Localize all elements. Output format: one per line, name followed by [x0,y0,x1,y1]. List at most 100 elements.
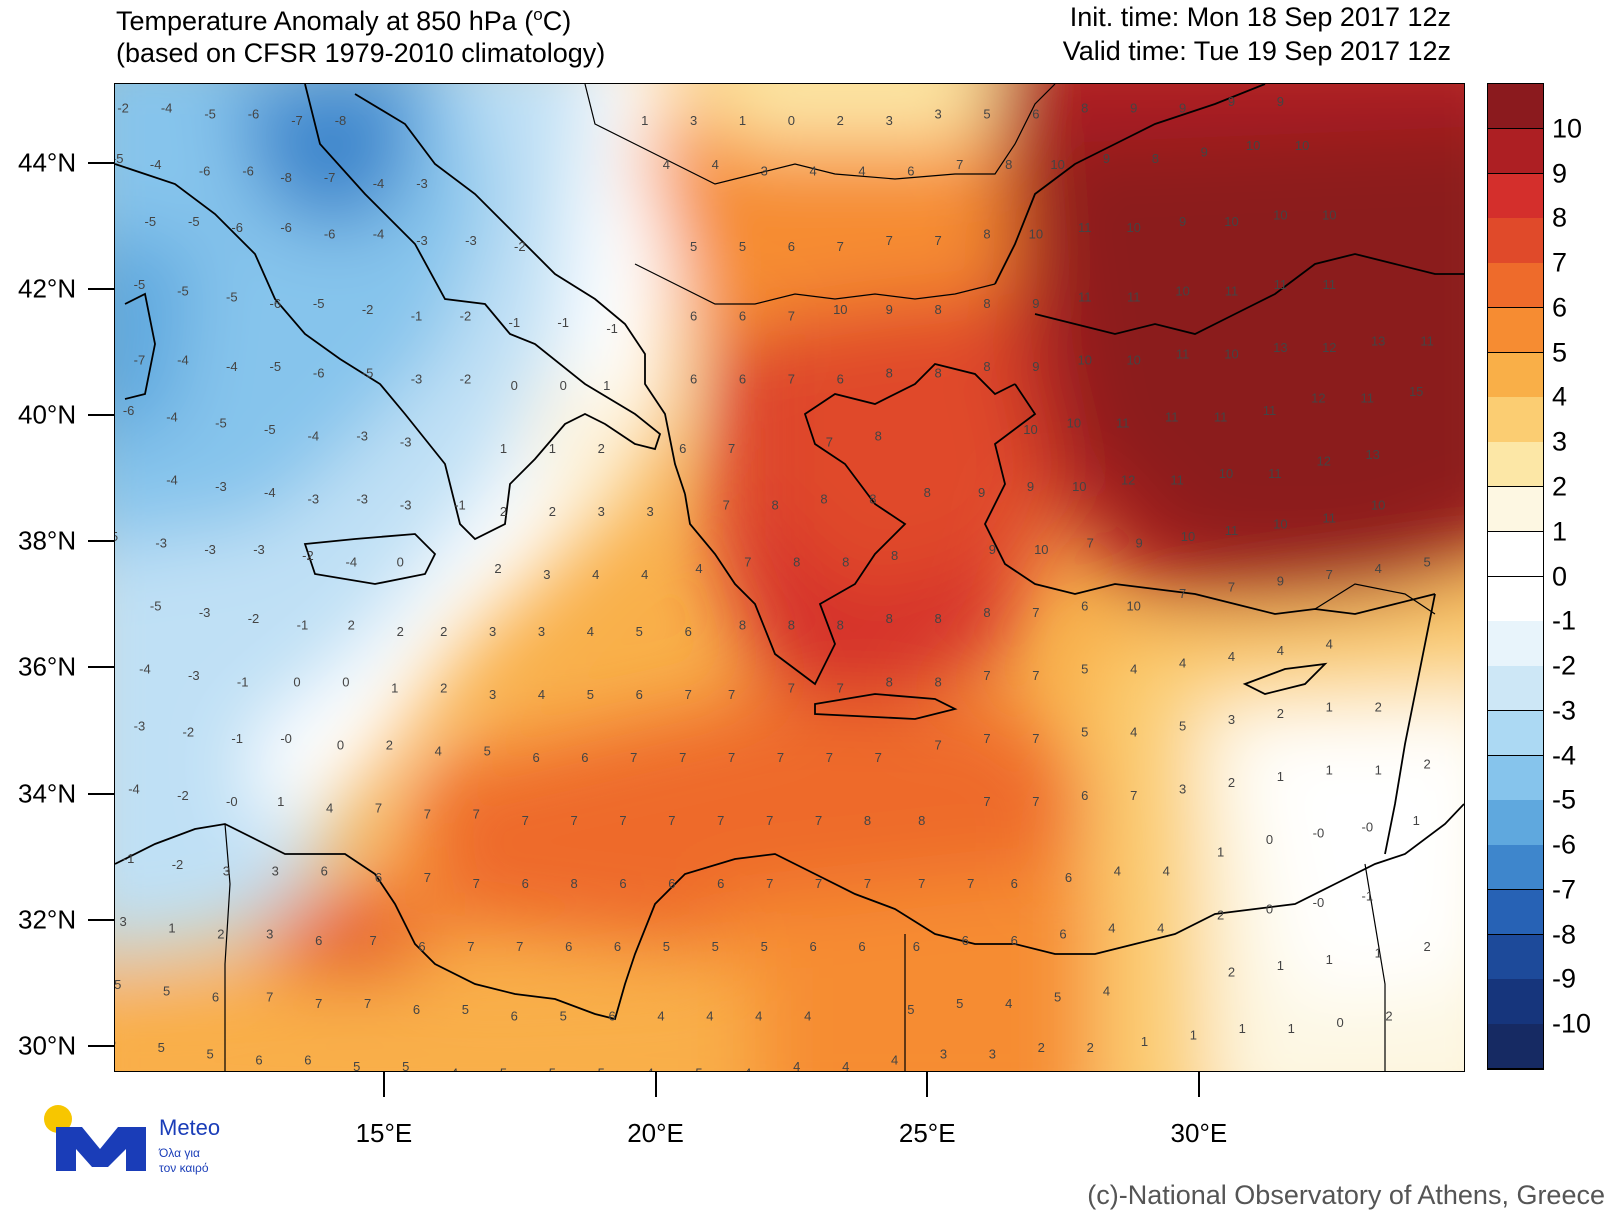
grid-value-label: -2 [183,725,195,740]
longitude-label: 30°E [1170,1118,1228,1148]
grid-value-label: -5 [134,277,146,292]
grid-value-label: 7 [723,498,730,513]
colorbar-cell [1488,263,1543,309]
grid-value-label: 3 [989,1046,996,1061]
grid-value-label: -6 [270,296,282,311]
grid-value-label: -3 [416,176,428,191]
grid-value-label: 7 [826,750,833,765]
grid-value-label: 10 [1067,416,1081,431]
grid-value-label: 6 [608,1009,615,1024]
grid-value-label: 5 [462,1002,469,1017]
grid-value-label: 10 [1224,346,1238,361]
colorbar-cell [1488,1024,1543,1070]
logo-word: Meteo [159,1115,221,1140]
grid-value-label: 0 [293,674,300,689]
grid-value-label: -1 [509,315,521,330]
grid-value-label: 6 [1081,788,1088,803]
grid-value-label: 7 [1179,586,1186,601]
grid-value-label: 7 [522,813,529,828]
grid-value-label: 4 [1130,725,1137,740]
grid-value-label: 7 [875,750,882,765]
latitude-tick [88,666,114,669]
grid-value-label: 11 [1263,403,1277,418]
grid-value-label: 3 [489,687,496,702]
grid-value-label: 4 [1179,655,1186,670]
grid-value-label: 2 [549,504,556,519]
coast-adriatic [354,93,686,495]
grid-value-label: 7 [315,996,322,1011]
grid-value-label: -3 [416,233,428,248]
grid-value-label: 7 [685,687,692,702]
grid-value-label: -4 [226,359,238,374]
longitude-label: 25°E [898,1118,956,1148]
grid-value-label: 8 [1005,157,1012,172]
grid-value-label: -1 [1362,889,1374,904]
grid-value-label: 10 [1224,214,1238,229]
grid-value-label: 2 [494,561,501,576]
grid-value-label: -5 [204,107,216,122]
grid-value-label: 4 [1005,996,1012,1011]
grid-value-label: -7 [324,170,336,185]
grid-value-label: -2 [172,857,184,872]
grid-value-label: 8 [934,302,941,317]
grid-value-label: 7 [1032,668,1039,683]
grid-value-label: -4 [373,227,385,242]
grid-value-label: 6 [522,876,529,891]
grid-value-label: 5 [739,239,746,254]
colorbar-label: -10 [1552,1008,1592,1039]
grid-value-label: 2 [1087,1040,1094,1055]
latitude-label: 30°N [18,1030,77,1061]
grid-value-label: -4 [166,409,178,424]
grid-value-label: 12 [1311,391,1325,406]
grid-value-label: 3 [543,567,550,582]
colorbar-label: 10 [1552,113,1583,144]
grid-value-label: 4 [592,567,599,582]
grid-value-label: 7 [983,794,990,809]
grid-value-label: -5 [177,283,189,298]
grid-value-label: 4 [538,687,545,702]
grid-value-label: 7 [983,731,990,746]
grid-value-label: -2 [117,100,129,115]
grid-value-label: -6 [248,107,260,122]
grid-value-label: -5 [264,422,276,437]
colorbar-cell [1488,621,1543,667]
grid-value-label: 11 [1225,283,1239,298]
grid-value-label: 1 [1141,1034,1148,1049]
grid-value-label: 6 [304,1053,311,1068]
colorbar-cell [1488,531,1543,577]
grid-value-label: 11 [1225,523,1239,538]
grid-value-label: 6 [636,687,643,702]
grid-value-label: 11 [1214,409,1228,424]
grid-value-label: 5 [402,1059,409,1071]
colorbar-cell [1488,666,1543,712]
grid-value-label: 0 [337,737,344,752]
logo-tagline-1: Όλα για [159,1146,200,1160]
grid-value-label: 12 [1322,340,1336,355]
coast-africa [115,803,1464,1021]
grid-value-label: -5 [362,365,374,380]
coast-cyprus [1242,662,1328,695]
grid-value-label: 7 [1228,580,1235,595]
grid-value-label: -0 [1313,895,1325,910]
grid-value-label: 2 [1423,756,1430,771]
grid-value-label: 7 [837,681,844,696]
grid-value-label: 5 [907,1002,914,1017]
grid-value-label: 6 [739,309,746,324]
grid-value-label: 8 [864,813,871,828]
grid-value-label: 3 [266,927,273,942]
grid-value-label: 7 [364,996,371,1011]
grid-value-label: -1 [297,618,309,633]
valid-time: Valid time: Tue 19 Sep 2017 12z [1062,36,1451,66]
grid-value-label: -3 [465,233,477,248]
grid-value-label: 7 [473,876,480,891]
grid-value-label: 5 [587,687,594,702]
colorbar-cell [1488,128,1543,175]
grid-value-label: 9 [1130,100,1137,115]
grid-value-label: -6 [242,163,254,178]
grid-value-label: 7 [934,737,941,752]
grid-value-label: 4 [1114,864,1121,879]
grid-value-label: 5 [353,1059,360,1071]
coast-crete [814,693,958,720]
grid-value-label: -0 [1362,819,1374,834]
border-balkans-2 [634,263,996,305]
